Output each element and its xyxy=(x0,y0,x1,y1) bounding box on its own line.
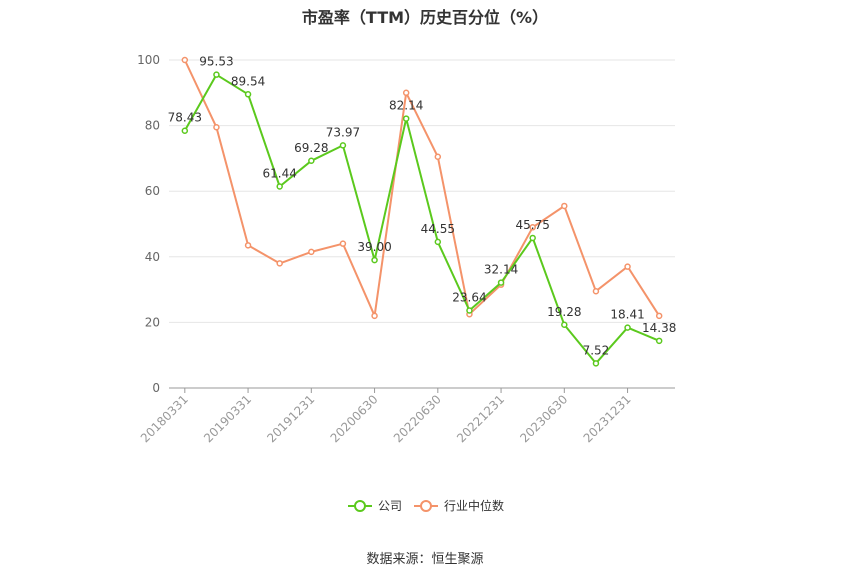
x-tick-label: 20190331 xyxy=(201,392,254,445)
industry-median-data-point[interactable] xyxy=(308,248,315,256)
x-tick-label: 20231231 xyxy=(581,392,634,445)
y-tick-label: 60 xyxy=(145,184,160,198)
y-tick-label: 100 xyxy=(137,53,160,67)
legend-item-industry-median[interactable]: 行业中位数 xyxy=(414,498,504,513)
company-data-point[interactable] xyxy=(624,324,631,331)
data-label: 61.44 xyxy=(263,166,297,180)
series-layer xyxy=(181,56,663,367)
company-data-point[interactable] xyxy=(561,321,568,329)
x-tick-label: 20220630 xyxy=(391,392,444,445)
data-label: 78.43 xyxy=(168,111,202,125)
data-label-layer: 78.43 95.53 89.54 61.44 69.28 73.97 39.00 82.14… xyxy=(168,55,677,358)
data-label: 44.55 xyxy=(421,222,455,236)
company-data-point[interactable] xyxy=(497,279,505,286)
data-label: 39.00 xyxy=(357,240,391,254)
x-tick-label: 20221231 xyxy=(454,392,507,445)
source-note: 数据来源：恒生聚源 xyxy=(366,552,484,567)
industry-median-data-point[interactable] xyxy=(213,123,220,131)
company-data-point[interactable] xyxy=(434,238,442,246)
data-label: 18.41 xyxy=(610,308,644,322)
data-label: 69.28 xyxy=(294,141,328,155)
company-data-point[interactable] xyxy=(466,307,473,314)
chart-title: 市盈率（TTM）历史百分位（%） xyxy=(301,8,549,27)
x-tick-label: 20180331 xyxy=(138,392,191,445)
company-data-point[interactable] xyxy=(276,183,283,190)
data-label: 95.53 xyxy=(199,55,233,69)
data-label: 73.97 xyxy=(326,125,360,139)
company-data-point[interactable] xyxy=(592,360,600,367)
company-data-point[interactable] xyxy=(655,337,663,345)
industry-median-data-point[interactable] xyxy=(592,287,600,295)
legend-label: 行业中位数 xyxy=(444,498,504,513)
industry-median-data-point[interactable] xyxy=(244,242,252,249)
company-data-point[interactable] xyxy=(244,91,252,98)
data-label: 19.28 xyxy=(547,305,581,319)
company-series-line xyxy=(183,73,660,365)
y-tick-label: 20 xyxy=(145,315,160,329)
y-tick-label: 80 xyxy=(145,119,160,133)
industry-median-data-point[interactable] xyxy=(655,312,663,320)
industry-median-data-point[interactable] xyxy=(561,202,568,210)
data-label: 89.54 xyxy=(231,74,265,88)
legend-label: 公司 xyxy=(378,499,402,513)
data-label: 32.14 xyxy=(484,263,518,277)
industry-median-series-line xyxy=(183,59,661,317)
industry-median-data-point[interactable] xyxy=(529,224,536,231)
industry-median-data-point[interactable] xyxy=(276,260,283,267)
company-data-point[interactable] xyxy=(213,71,220,78)
industry-median-data-point[interactable] xyxy=(339,240,347,247)
data-label: 82.14 xyxy=(389,99,423,113)
y-tick-label: 0 xyxy=(152,381,160,395)
legend-marker xyxy=(420,500,432,512)
company-data-point[interactable] xyxy=(308,157,315,165)
company-data-point[interactable] xyxy=(402,115,410,122)
industry-median-data-point[interactable] xyxy=(371,312,378,320)
industry-median-data-point[interactable] xyxy=(434,153,442,161)
company-data-point[interactable] xyxy=(181,127,189,134)
legend-marker xyxy=(354,500,366,512)
industry-median-data-point[interactable] xyxy=(624,263,631,270)
y-tick-label: 40 xyxy=(145,250,160,264)
data-label: 45.75 xyxy=(516,218,550,232)
legend[interactable]: 公司 行业中位数 xyxy=(348,498,504,513)
data-label: 23.64 xyxy=(452,290,486,304)
legend-item-company[interactable]: 公司 xyxy=(348,499,402,513)
industry-median-data-point[interactable] xyxy=(402,89,410,97)
data-label: 7.52 xyxy=(583,343,610,357)
data-label: 14.38 xyxy=(642,321,676,335)
company-data-point[interactable] xyxy=(371,256,378,264)
industry-median-data-point[interactable] xyxy=(181,56,189,64)
x-tick-label: 20191231 xyxy=(264,392,317,445)
x-tick-label: 20200630 xyxy=(328,392,381,445)
company-data-point[interactable] xyxy=(339,142,347,149)
company-data-point[interactable] xyxy=(529,234,536,242)
x-tick-label: 20230630 xyxy=(517,392,570,445)
